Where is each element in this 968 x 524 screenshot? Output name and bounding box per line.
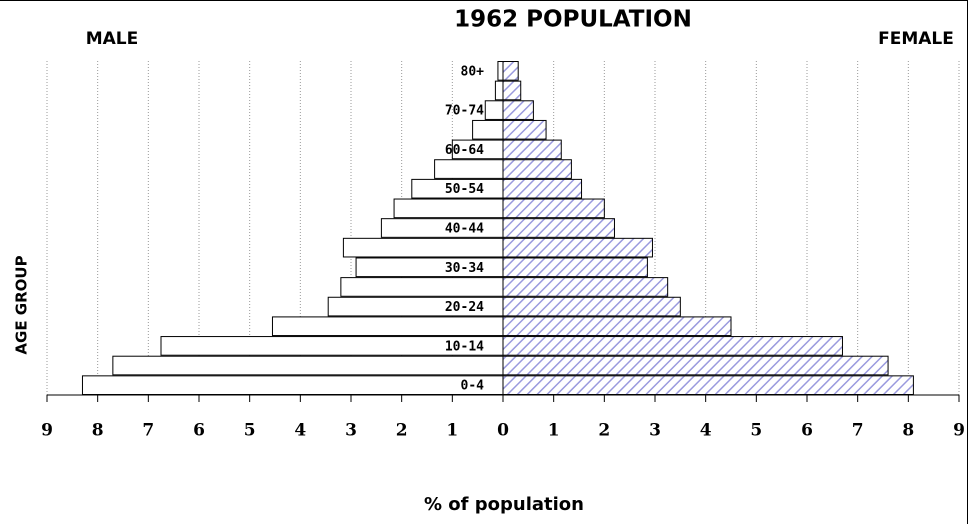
- bar: [340, 277, 504, 297]
- x-tick-label: 8: [92, 421, 104, 441]
- bar: [502, 336, 843, 356]
- bar: [393, 198, 504, 219]
- bar: [502, 100, 534, 120]
- x-tick-label: 6: [193, 421, 205, 441]
- x-tick-label: 3: [345, 421, 357, 441]
- bar: [342, 237, 504, 258]
- bar: [112, 355, 504, 376]
- age-label: 0-4: [461, 379, 485, 394]
- bar: [502, 198, 605, 219]
- bar: [502, 277, 669, 297]
- bar: [502, 119, 547, 140]
- bar: [502, 218, 615, 238]
- x-tick-label: 1: [548, 421, 560, 441]
- bar: [502, 139, 562, 160]
- age-label: 10-14: [445, 339, 484, 354]
- bar: [502, 61, 519, 81]
- x-tick-label: 9: [41, 421, 53, 441]
- bar: [502, 355, 889, 376]
- age-label: 80+: [461, 64, 485, 79]
- bar: [271, 316, 504, 337]
- chart-title: 1962 POPULATION: [454, 7, 692, 33]
- age-label: 70-74: [445, 104, 484, 119]
- bar: [502, 375, 914, 395]
- age-label: 60-64: [445, 143, 484, 158]
- x-tick-label: 6: [801, 421, 813, 441]
- bar: [380, 218, 504, 238]
- bar: [502, 80, 522, 101]
- x-tick-label: 7: [852, 421, 864, 441]
- bar: [472, 119, 504, 140]
- bar: [434, 159, 504, 179]
- bar: [502, 296, 681, 317]
- age-label: 50-54: [445, 182, 484, 197]
- x-tick-label: 5: [750, 421, 762, 441]
- x-tick-label: 4: [700, 421, 712, 441]
- bar: [484, 100, 504, 120]
- x-axis-label: % of population: [424, 494, 584, 515]
- x-tick-label: 8: [902, 421, 914, 441]
- age-label: 40-44: [445, 222, 484, 237]
- x-tick-label: 3: [649, 421, 661, 441]
- legend-label: FEMALE: [878, 29, 954, 49]
- bar: [502, 316, 732, 337]
- age-label: 30-34: [445, 261, 484, 276]
- legend-label: MALE: [86, 29, 139, 49]
- x-tick-label: 2: [396, 421, 408, 441]
- x-tick-label: 0: [497, 421, 509, 441]
- bar: [502, 257, 648, 278]
- x-tick-label: 1: [446, 421, 458, 441]
- bar: [497, 61, 504, 81]
- bar: [81, 375, 504, 395]
- x-tick-label: 9: [953, 421, 965, 441]
- x-tick-label: 2: [598, 421, 610, 441]
- bar: [494, 80, 504, 101]
- age-label: 20-24: [445, 300, 484, 315]
- x-tick-label: 5: [244, 421, 256, 441]
- x-tick-label: 4: [294, 421, 306, 441]
- bar: [502, 237, 653, 258]
- bar: [502, 159, 572, 179]
- x-tick-label: 7: [142, 421, 154, 441]
- y-axis-label: AGE GROUP: [13, 255, 31, 354]
- bar: [502, 178, 583, 199]
